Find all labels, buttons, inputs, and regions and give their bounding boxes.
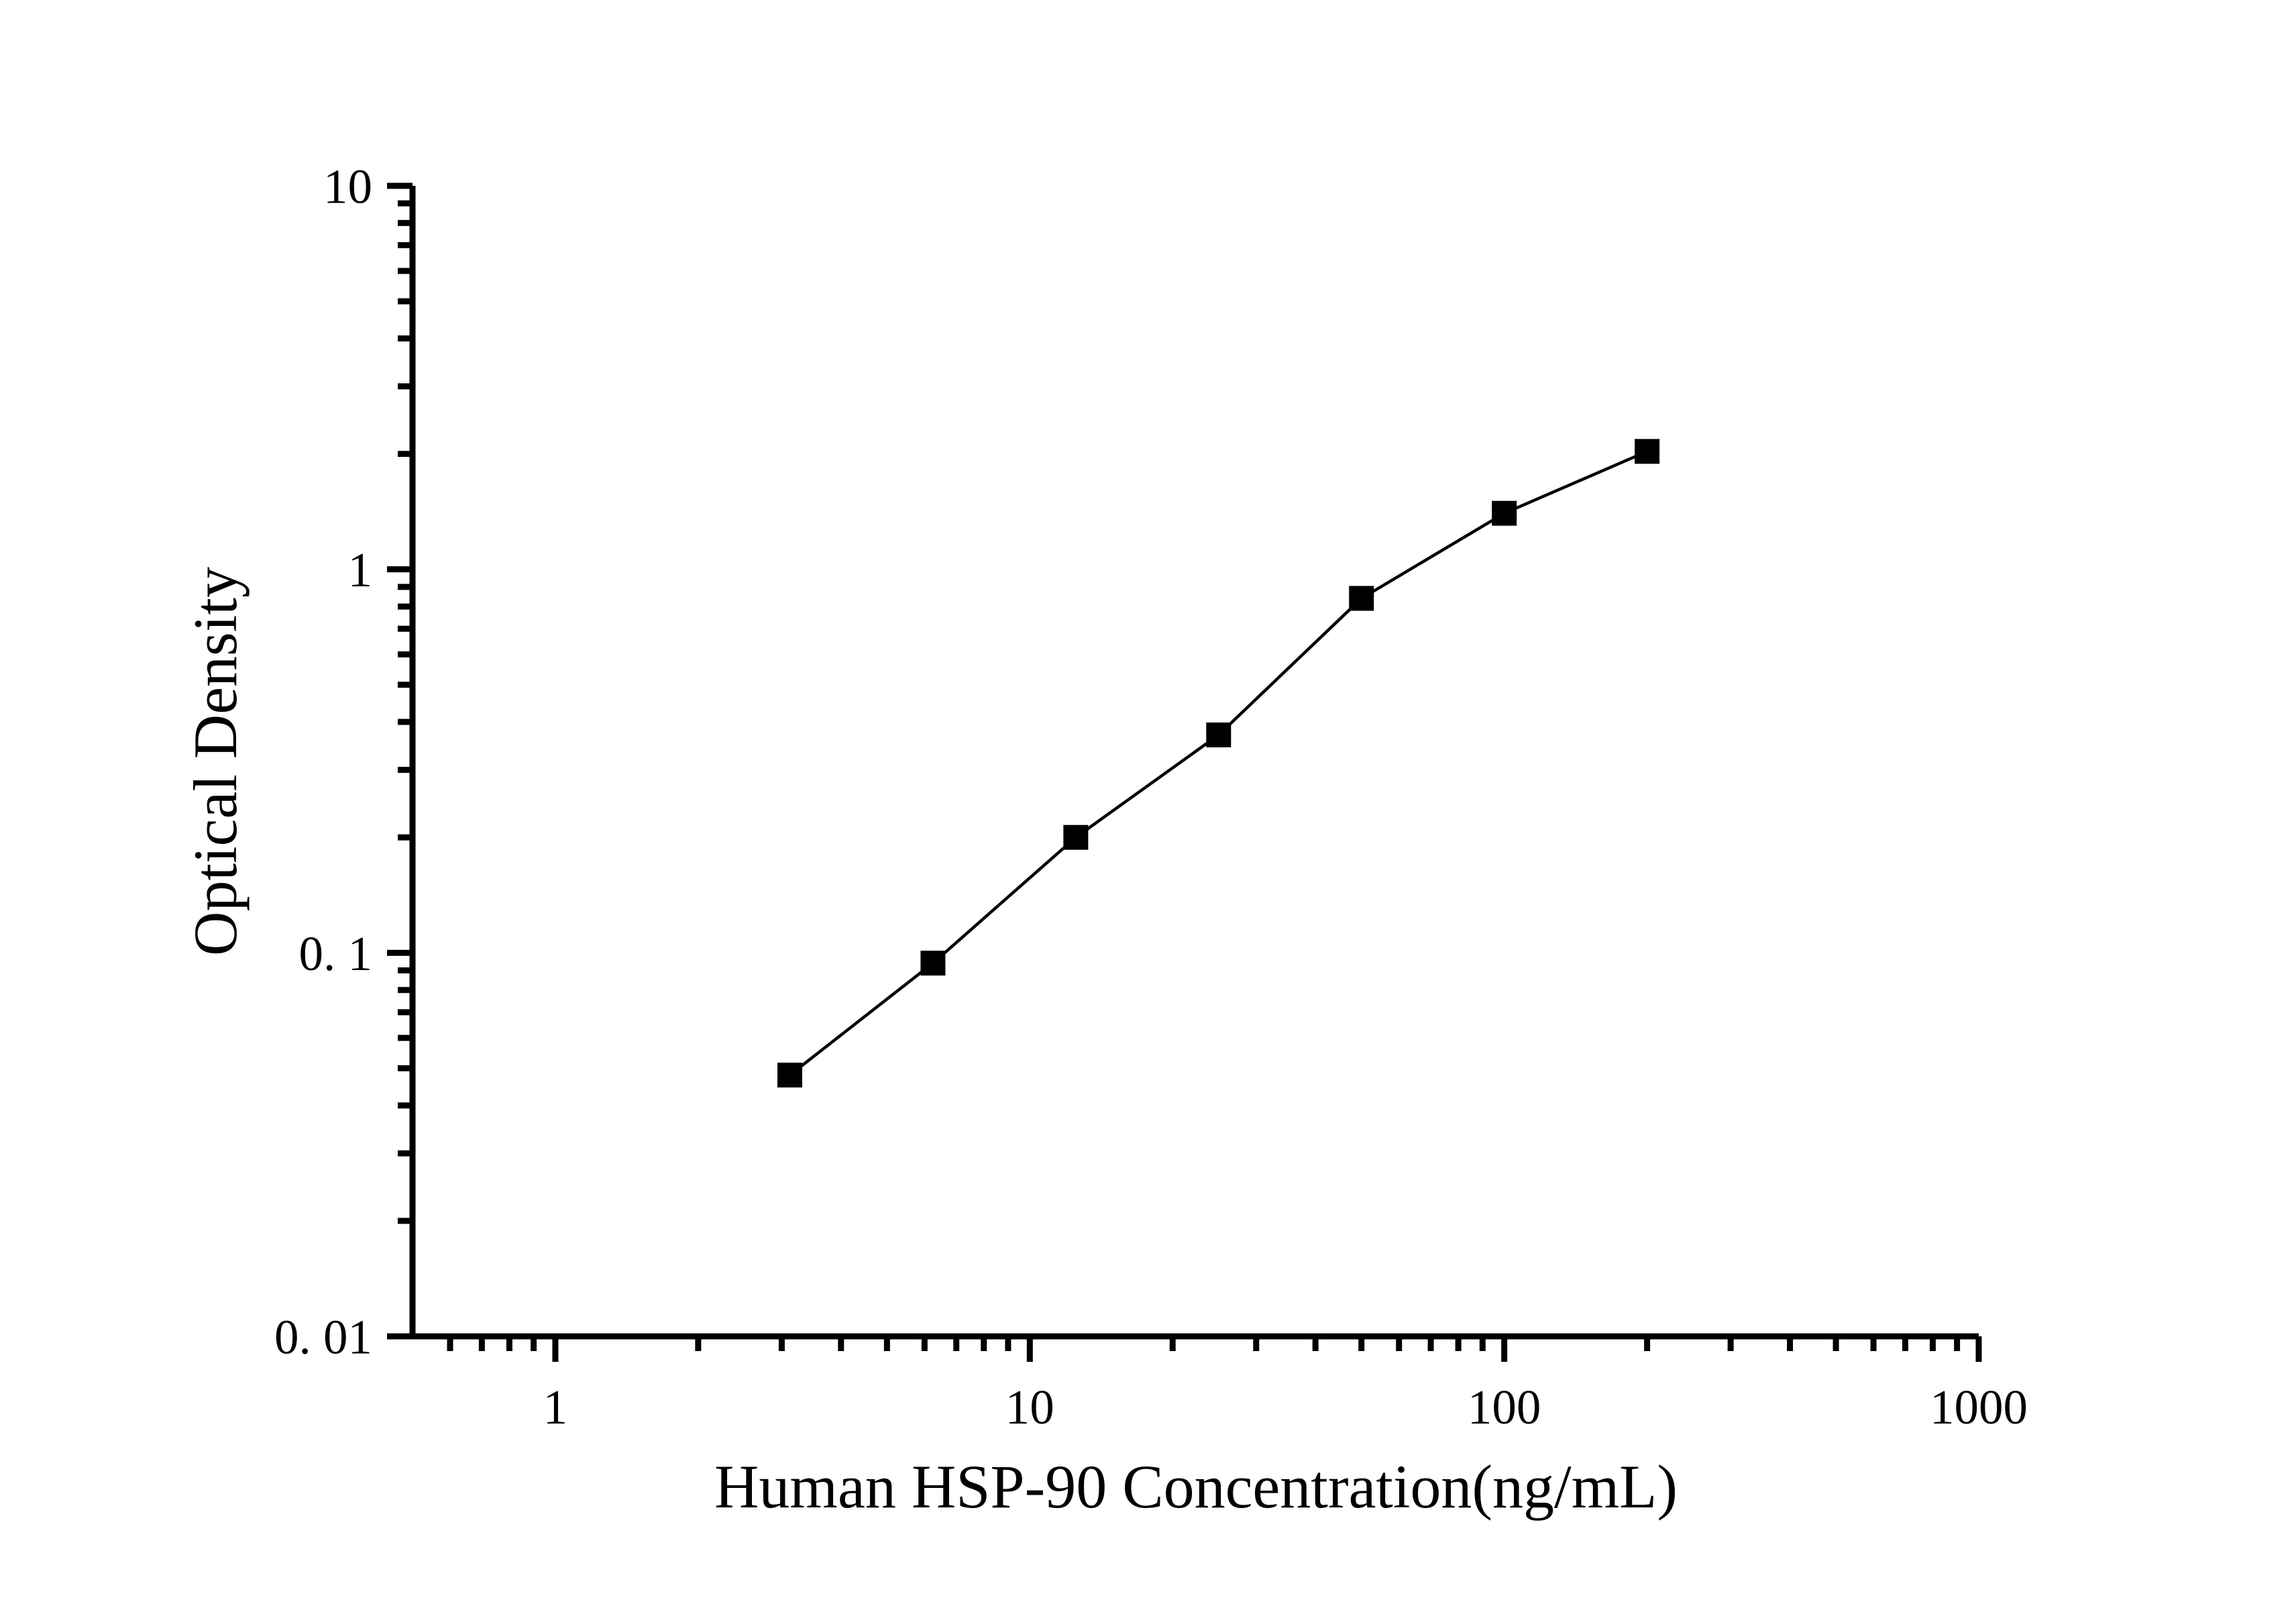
x-tick-label: 10 bbox=[1005, 1380, 1054, 1434]
data-series bbox=[777, 439, 1660, 1088]
y-axis-title: Optical Density bbox=[181, 567, 250, 956]
axis-ticks bbox=[387, 182, 1982, 1362]
data-point-marker bbox=[1206, 723, 1232, 748]
axis-spine bbox=[409, 186, 1979, 1340]
data-point-marker bbox=[777, 1063, 802, 1088]
tick-labels: 1 10 100 1000 10 1 0. 1 0. 01 bbox=[274, 160, 2028, 1434]
y-tick-label: 0. 01 bbox=[274, 1310, 372, 1365]
y-tick-label: 1 bbox=[348, 543, 373, 597]
data-point-marker bbox=[1635, 439, 1660, 464]
x-tick-label: 1000 bbox=[1930, 1380, 2028, 1434]
y-tick-label: 0. 1 bbox=[299, 926, 373, 981]
data-point-marker bbox=[1063, 824, 1089, 850]
data-point-marker bbox=[1492, 500, 1517, 526]
y-tick-label: 10 bbox=[323, 160, 372, 214]
x-axis-title: Human HSP-90 Concentration(ng/mL) bbox=[714, 1452, 1678, 1521]
curve-line bbox=[789, 449, 1648, 1077]
data-point-marker bbox=[920, 951, 946, 976]
x-tick-label: 1 bbox=[543, 1380, 568, 1434]
axis-spines bbox=[409, 186, 1979, 1340]
data-point-marker bbox=[1349, 586, 1374, 611]
x-tick-label: 100 bbox=[1468, 1380, 1541, 1434]
